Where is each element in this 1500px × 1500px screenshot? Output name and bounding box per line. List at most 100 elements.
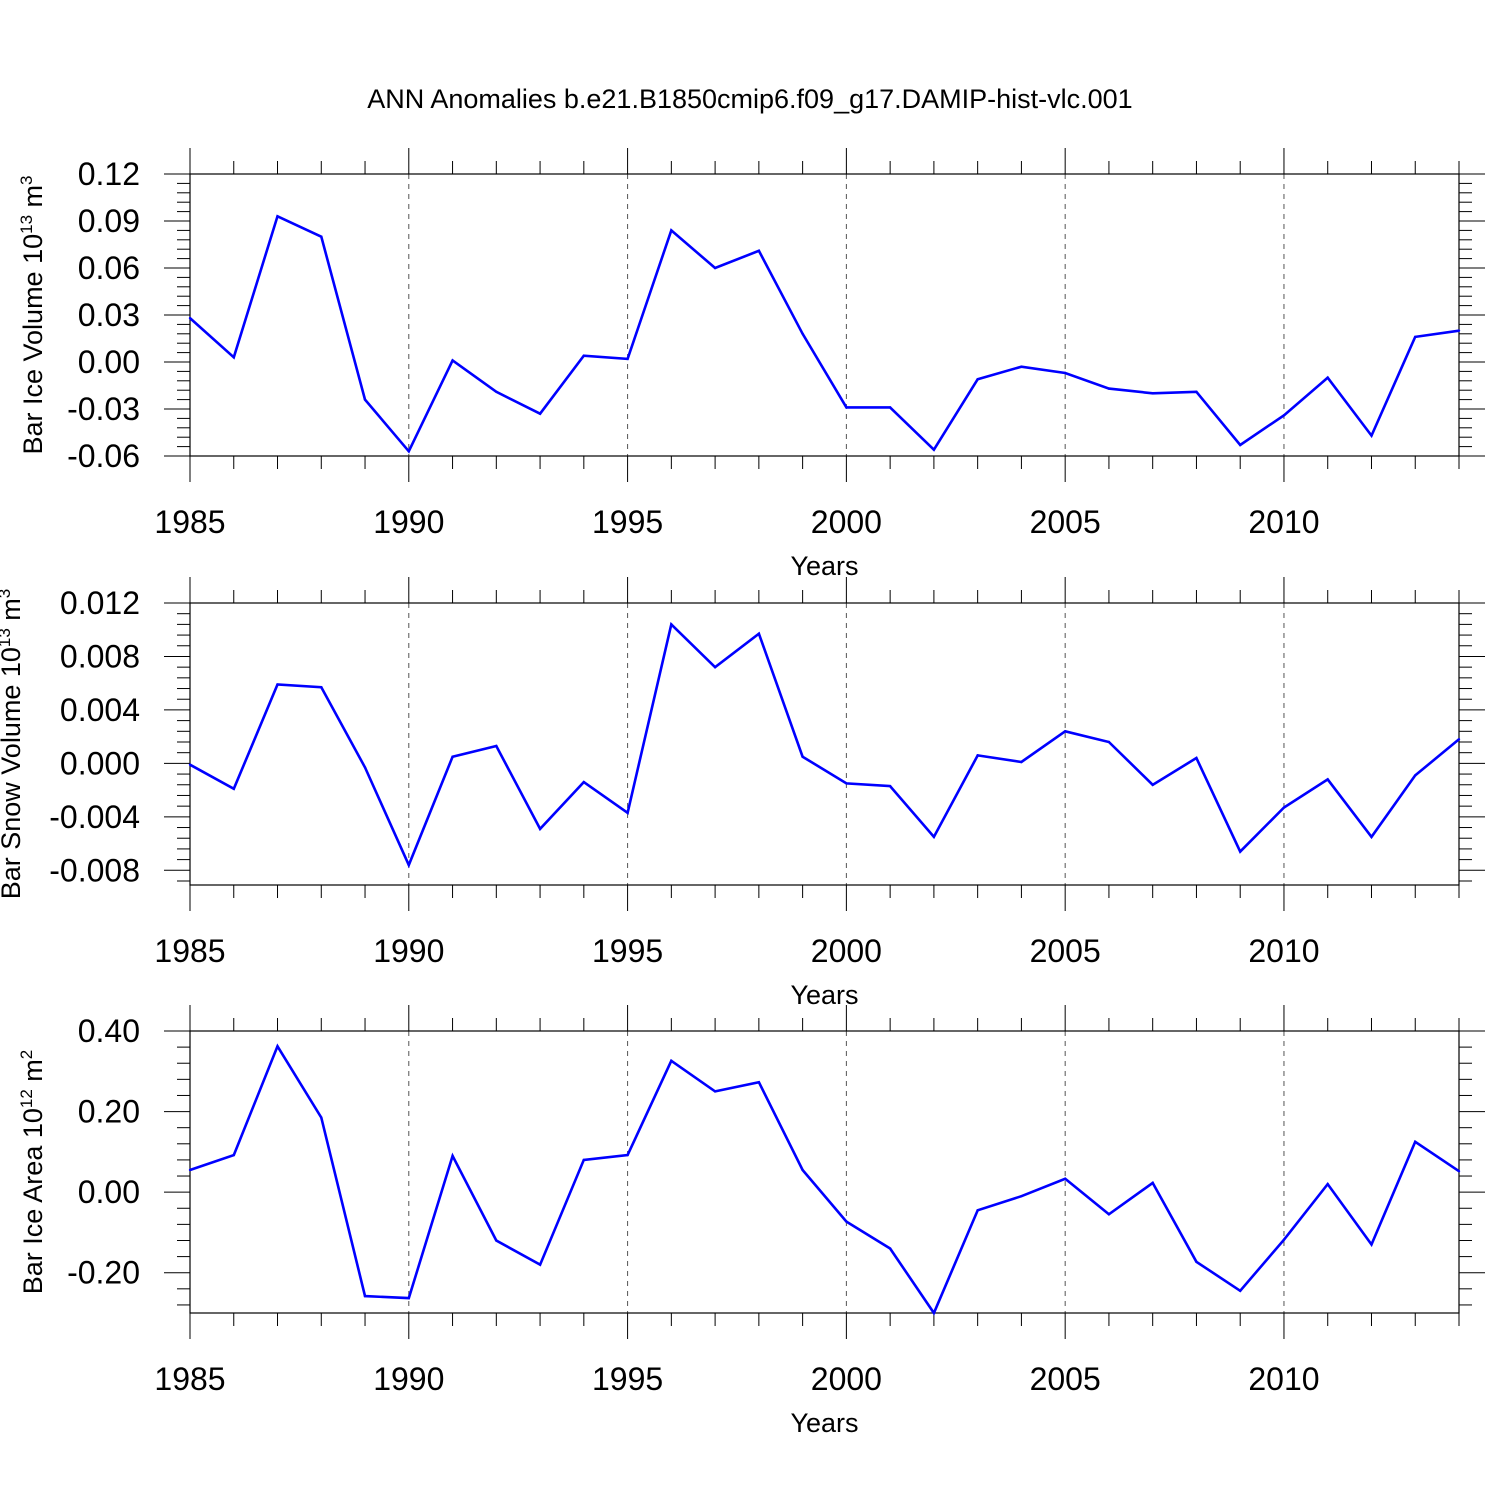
- data-point: [670, 229, 673, 232]
- x-tick-label: 1985: [154, 1361, 225, 1397]
- data-point: [713, 665, 717, 669]
- data-point: [538, 827, 542, 831]
- data-point: [363, 1294, 367, 1298]
- data-point: [1414, 1140, 1417, 1143]
- data-point: [1457, 1169, 1461, 1173]
- data-point: [1063, 730, 1067, 733]
- data-point: [1195, 390, 1198, 393]
- data-point: [1457, 738, 1461, 741]
- y-tick-label: 0.000: [60, 745, 140, 781]
- data-point: [888, 784, 892, 788]
- data-point: [932, 835, 936, 839]
- data-point: [232, 356, 235, 359]
- data-point: [495, 1239, 498, 1242]
- y-axis-title: Bar Ice Volume 1013 m3: [17, 175, 48, 454]
- x-tick-label: 1985: [154, 504, 225, 540]
- data-point: [757, 249, 761, 252]
- data-point: [713, 1090, 717, 1093]
- data-point: [1326, 376, 1329, 379]
- data-point: [1239, 443, 1242, 447]
- plot-frame: [189, 1030, 1460, 1314]
- data-point: [1151, 783, 1154, 786]
- chart-panel-1: -0.06 -0.03 0.00 0.03 0.06 0.09 0.12 1985 1990 19…: [17, 148, 1485, 581]
- data-point: [276, 683, 279, 686]
- data-point: [495, 744, 498, 748]
- figure-title: ANN Anomalies b.e21.B1850cmip6.f09_g17.D…: [367, 84, 1133, 114]
- data-point: [976, 1209, 979, 1212]
- data-point: [451, 359, 454, 362]
- y-tick-label: 0.40: [78, 1013, 140, 1049]
- data-point: [801, 332, 804, 335]
- data-point: [1195, 756, 1198, 760]
- data-point: [888, 406, 892, 409]
- y-tick-label: 0.06: [78, 250, 140, 286]
- data-point: [1020, 760, 1023, 764]
- y-tick-label: -0.06: [67, 438, 140, 474]
- data-point: [1107, 740, 1111, 744]
- data-point: [932, 448, 936, 451]
- data-point: [276, 1045, 279, 1048]
- data-point: [188, 763, 192, 766]
- data-point: [1282, 806, 1286, 809]
- data-point: [1020, 1194, 1023, 1198]
- data-point: [1107, 387, 1111, 390]
- plot-frame: [189, 602, 1460, 886]
- data-point: [320, 1116, 323, 1119]
- x-axis-title: Years: [790, 1408, 858, 1438]
- data-point: [1414, 774, 1417, 777]
- data-point: [582, 1158, 586, 1162]
- data-point: [1282, 414, 1286, 417]
- data-point: [626, 357, 629, 361]
- y-tick-label: -0.20: [67, 1255, 140, 1291]
- y-axis-title: Bar Ice Area 1012 m2: [17, 1050, 48, 1295]
- x-tick-label: 2005: [1030, 504, 1101, 540]
- y-tick-label: -0.03: [67, 391, 140, 427]
- data-point: [407, 863, 410, 867]
- y-tick-label: 0.20: [78, 1094, 140, 1130]
- x-tick-label: 1990: [373, 933, 444, 969]
- x-tick-label: 1990: [373, 504, 444, 540]
- x-tick-label: 2005: [1030, 1361, 1101, 1397]
- data-point: [276, 215, 279, 218]
- data-point: [801, 755, 804, 758]
- data-point: [495, 390, 498, 393]
- data-point: [1326, 778, 1329, 781]
- y-tick-label: 0.004: [60, 692, 140, 728]
- x-axis-title: Years: [790, 980, 858, 1010]
- data-point: [1457, 329, 1461, 332]
- data-point: [1239, 850, 1242, 853]
- data-point: [232, 787, 235, 790]
- x-tick-label: 2010: [1248, 504, 1319, 540]
- series-line: [189, 214, 1460, 454]
- chart-panel-3: -0.20 0.00 0.20 0.40 1985 1990 1995 2000 2005 201…: [17, 1005, 1485, 1438]
- chart-panel-2: -0.008 -0.004 0.000 0.004 0.008 0.012 1985 1990…: [0, 577, 1485, 1010]
- data-point: [932, 1311, 936, 1315]
- data-point: [188, 316, 192, 320]
- x-tick-label: 2010: [1248, 933, 1319, 969]
- x-tick-label: 1995: [592, 504, 663, 540]
- data-point: [1370, 1243, 1373, 1246]
- data-point: [1107, 1213, 1111, 1216]
- x-tick-label: 1990: [373, 1361, 444, 1397]
- y-axis-title: Bar Snow Volume 1013 m3: [0, 589, 26, 900]
- data-point: [626, 811, 629, 815]
- y-tick-label: 0.00: [78, 344, 140, 380]
- data-point: [188, 1168, 192, 1172]
- data-point: [1414, 335, 1417, 339]
- data-point: [407, 1296, 410, 1300]
- x-tick-label: 2000: [811, 1361, 882, 1397]
- data-point: [538, 1263, 542, 1266]
- y-tick-label: -0.004: [49, 799, 140, 835]
- data-point: [582, 780, 586, 784]
- data-point: [320, 685, 323, 689]
- data-point: [363, 398, 367, 401]
- data-point: [451, 1154, 454, 1158]
- x-tick-label: 2010: [1248, 1361, 1319, 1397]
- x-tick-label: 1995: [592, 1361, 663, 1397]
- data-point: [1282, 1238, 1286, 1241]
- data-point: [976, 754, 979, 757]
- data-point: [232, 1153, 235, 1157]
- y-tick-label: 0.03: [78, 297, 140, 333]
- data-point: [801, 1168, 804, 1172]
